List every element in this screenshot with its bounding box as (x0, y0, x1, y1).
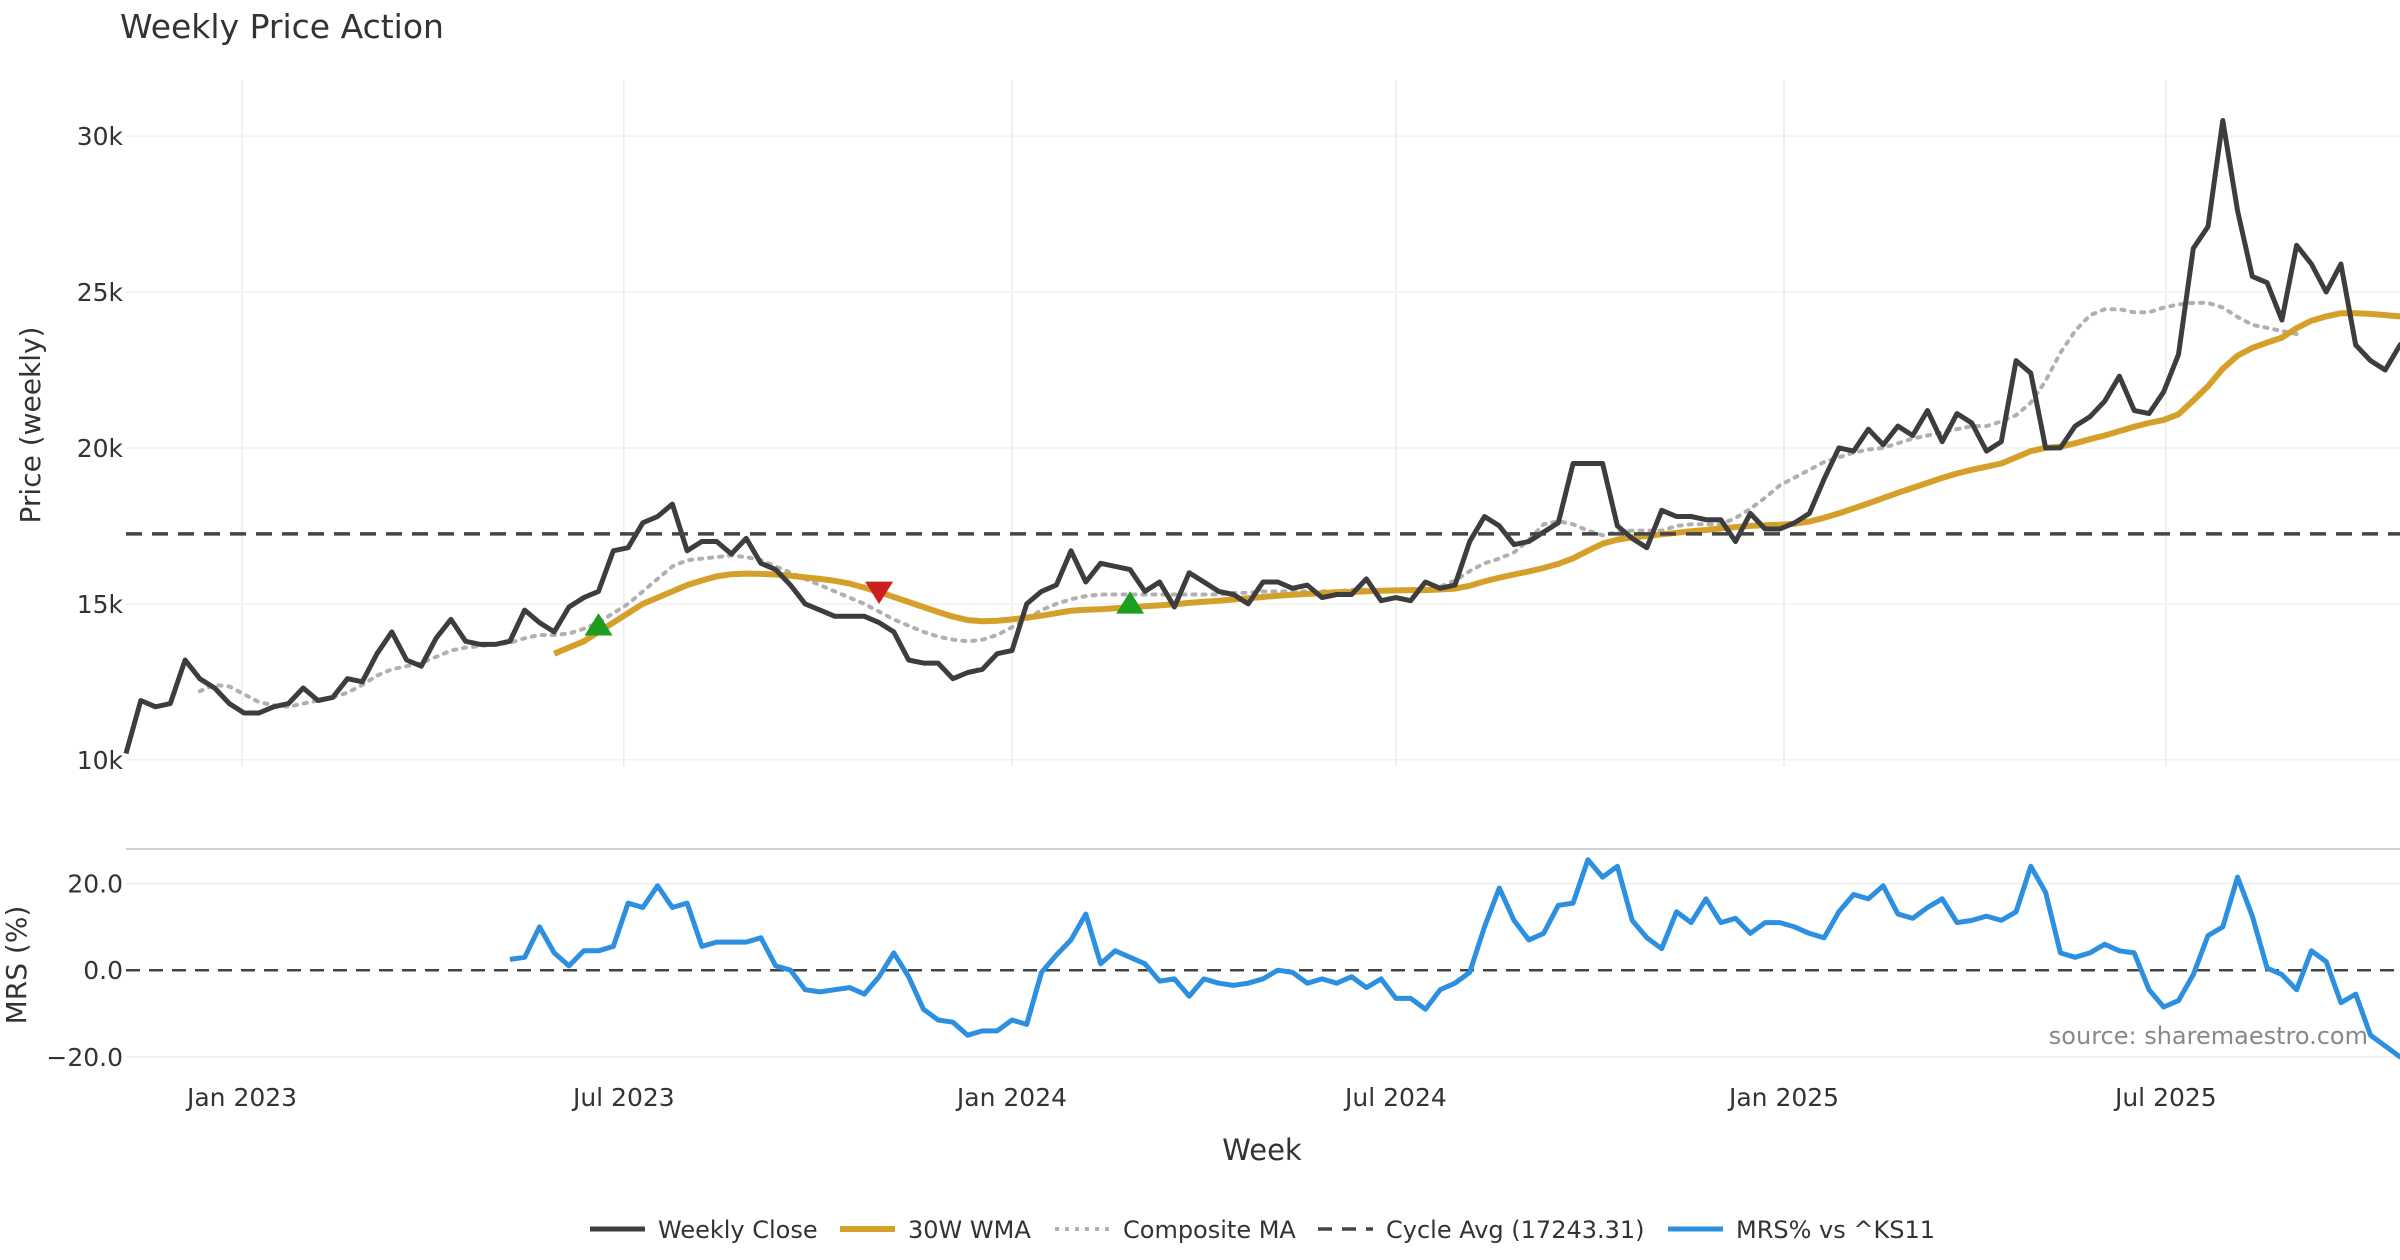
legend-weekly-close-label: Weekly Close (658, 1216, 818, 1244)
legend-cycle-avg-label: Cycle Avg (17243.31) (1386, 1216, 1645, 1244)
legend-wma: 30W WMA (840, 1216, 1031, 1244)
x-ticks: Jan 2023 Jul 2023 Jan 2024 Jul 2024 Jan 2025… (185, 1083, 2217, 1112)
x-tick-label: Jan 2025 (1727, 1083, 1839, 1112)
mrs-y-tick-label: 0.0 (83, 956, 123, 985)
price-y-tick-label: 10k (77, 746, 124, 775)
price-y-tick-label: 20k (77, 434, 124, 463)
x-axis-label: Week (1222, 1133, 1302, 1167)
mrs-y-tick-label: −20.0 (46, 1043, 123, 1072)
legend-composite-label: Composite MA (1123, 1216, 1296, 1244)
x-tick-label: Jan 2023 (185, 1083, 297, 1112)
x-tick-label: Jan 2024 (955, 1083, 1067, 1112)
x-tick-label: Jul 2023 (571, 1083, 675, 1112)
sell-signal-marker (865, 581, 894, 604)
price-gridlines (126, 80, 2400, 766)
mrs-y-axis-label: MRS (%) (0, 906, 33, 1025)
price-y-axis-label: Price (weekly) (14, 327, 47, 524)
x-tick-label: Jul 2024 (1343, 1083, 1447, 1112)
legend-composite: Composite MA (1055, 1216, 1296, 1244)
price-y-ticks: 10k 15k 20k 25k 30k (77, 122, 124, 775)
mrs-y-ticks: −20.0 0.0 20.0 (46, 870, 123, 1072)
mrs-series-group (126, 857, 2400, 1060)
composite-ma-line (197, 300, 2299, 709)
x-tick-label: Jul 2025 (2113, 1083, 2217, 1112)
legend: Weekly Close 30W WMA Composite MA Cycle Avg… (590, 1216, 1935, 1244)
price-y-tick-label: 30k (77, 122, 124, 151)
legend-wma-label: 30W WMA (908, 1216, 1031, 1244)
chart-title: Weekly Price Action (120, 7, 444, 46)
legend-cycle-avg: Cycle Avg (17243.31) (1318, 1216, 1645, 1244)
signal-markers (584, 581, 1145, 636)
price-series-group (123, 118, 2400, 755)
price-y-tick-label: 25k (77, 278, 124, 307)
legend-mrs: MRS% vs ^KS11 (1668, 1216, 1935, 1244)
mrs-gridlines (126, 882, 2400, 1058)
mrs-y-tick-label: 20.0 (67, 870, 123, 899)
weekly-close-line (123, 118, 2400, 755)
legend-mrs-label: MRS% vs ^KS11 (1736, 1216, 1935, 1244)
mrs-line (509, 857, 2400, 1060)
wma-30w-line (553, 310, 2400, 657)
source-note: source: sharemaestro.com (2049, 1022, 2368, 1050)
buy-signal-marker (584, 613, 613, 636)
buy-signal-marker (1116, 591, 1145, 614)
price-y-tick-label: 15k (77, 590, 124, 619)
legend-weekly-close: Weekly Close (590, 1216, 818, 1244)
